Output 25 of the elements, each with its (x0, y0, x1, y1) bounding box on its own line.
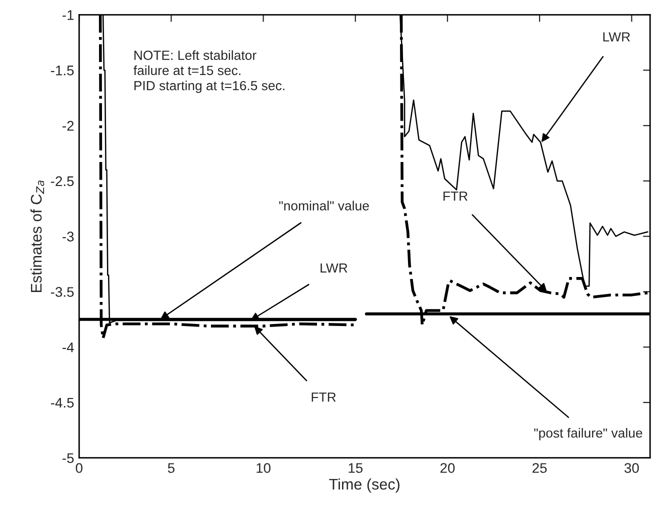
x-tick-label: 25 (532, 463, 547, 473)
y-tick-label: -1 (62, 10, 74, 20)
annotation: NOTE: Left stabilator failure at t=15 sec. PID starting at t=16.5 sec. (134, 50, 284, 93)
annotation: FTR (444, 192, 468, 201)
y-tick-label: -1.5 (50, 66, 74, 76)
x-tick-label: 20 (440, 463, 455, 473)
y-tick-label: -5 (62, 453, 74, 464)
x-tick-label: 10 (256, 463, 270, 473)
y-tick-label: -4 (62, 342, 74, 352)
annotation: LWR (603, 32, 630, 42)
y-tick-label: -4.5 (50, 398, 74, 408)
annotation: "nominal" value (279, 200, 369, 210)
annotation: "post failure" value (534, 428, 642, 440)
y-axis-title: Estimates of C$_{Za}$ (30, 180, 44, 292)
y-tick-label: -2 (62, 120, 74, 131)
x-tick-label: 15 (348, 463, 363, 473)
y-tick-label: -3.5 (50, 287, 74, 297)
y-tick-label: -3 (62, 232, 74, 242)
y-tick-label: -2.5 (50, 176, 74, 186)
x-tick-label: 0 (76, 463, 82, 473)
x-axis-title: Time (sec) (329, 478, 400, 493)
annotation: FTR (312, 392, 336, 402)
annotation: LWR (320, 263, 348, 273)
x-tick-label: 30 (624, 463, 639, 473)
x-tick-label: 5 (168, 463, 174, 473)
